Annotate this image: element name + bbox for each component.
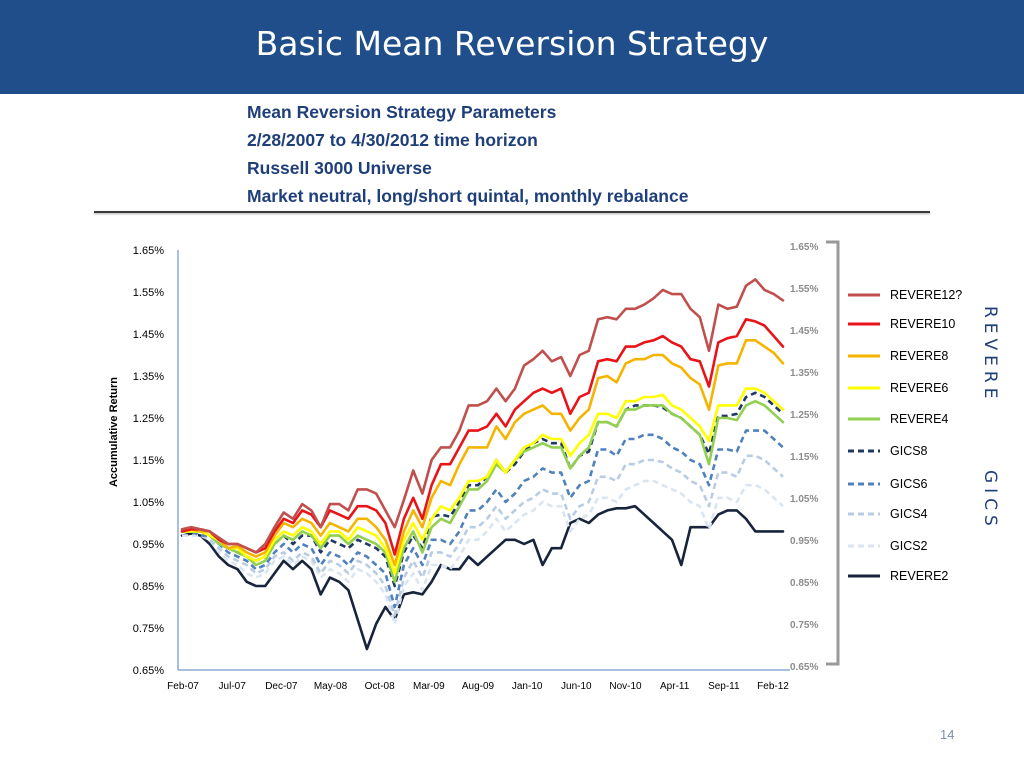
y-tick-label: 1.65% [133, 245, 164, 257]
y-axis-title: Accumulative Return [108, 377, 120, 487]
x-tick-label: May-08 [314, 681, 348, 692]
series-line-revere6 [180, 387, 785, 575]
y-tick-label: 1.05% [133, 497, 164, 509]
x-tick-label: Aug-09 [462, 681, 495, 692]
series-line-gics2 [182, 479, 784, 626]
y-tick-label: 0.85% [133, 581, 164, 593]
right-axis-tick-label: 1.65% [790, 242, 818, 253]
series-line-revere8 [180, 338, 785, 567]
param-line-1: Mean Reversion Strategy Parameters [247, 102, 557, 122]
param-line-3: Russell 3000 Universe [247, 158, 432, 178]
right-axis-bracket [826, 240, 840, 666]
y-tick-label: 0.65% [133, 665, 164, 677]
divider-rule [94, 211, 930, 213]
slide-title: Basic Mean Reversion Strategy [255, 24, 769, 63]
x-tick-label: Sep-11 [708, 681, 740, 692]
right-axis-tick-label: 1.35% [790, 368, 818, 379]
title-bar [0, 0, 1024, 94]
side-label-revere: REVERE [980, 306, 1000, 404]
series-line-revere4 [180, 399, 785, 584]
x-tick-label: Jun-10 [561, 681, 592, 692]
x-tick-label: Jan-10 [512, 681, 543, 692]
right-axis-tick-label: 0.95% [790, 536, 818, 547]
series-line-gics4 [182, 454, 784, 617]
right-axis-tick-label: 1.45% [790, 326, 818, 337]
x-tick-label: Feb-12 [757, 681, 789, 692]
page-number: 14 [940, 727, 955, 742]
x-tick-label: Mar-09 [413, 681, 445, 692]
legend-label: GICS2 [890, 539, 928, 553]
legend-label: REVERE8 [890, 349, 948, 363]
x-tick-label: Jul-07 [219, 681, 247, 692]
right-axis-tick-label: 1.05% [790, 494, 818, 505]
side-label-gics: GICS [980, 470, 1000, 531]
y-tick-label: 0.95% [133, 539, 164, 551]
y-tick-label: 1.55% [133, 287, 164, 299]
y-tick-label: 1.45% [133, 329, 164, 341]
right-axis-tick-label: 1.55% [790, 284, 818, 295]
legend-label: GICS4 [890, 507, 928, 521]
y-tick-label: 1.35% [133, 371, 164, 383]
param-line-2: 2/28/2007 to 4/30/2012 time horizon [247, 130, 538, 150]
series-line-revere10 [180, 317, 785, 556]
y-tick-label: 1.25% [133, 413, 164, 425]
right-axis-tick-label: 0.75% [790, 620, 818, 631]
right-axis-tick-label: 0.65% [790, 662, 818, 673]
right-axis-tick-label: 0.85% [790, 578, 818, 589]
right-axis-tick-label: 1.15% [790, 452, 818, 463]
legend-label: REVERE4 [890, 412, 948, 426]
x-tick-label: Oct-08 [365, 681, 395, 692]
legend-label: GICS8 [890, 444, 928, 458]
y-tick-label: 1.15% [133, 455, 164, 467]
series-line-revere12 [180, 278, 785, 554]
legend-label: GICS6 [890, 477, 928, 491]
y-tick-label: 0.75% [133, 623, 164, 635]
x-tick-label: Nov-10 [609, 681, 642, 692]
x-tick-label: Apr-11 [660, 681, 690, 692]
series-line-gics6 [182, 429, 784, 609]
legend-label: REVERE2 [890, 569, 948, 583]
legend-label: REVERE10 [890, 317, 955, 331]
series-line-revere2 [180, 504, 785, 651]
legend-label: REVERE6 [890, 381, 948, 395]
x-tick-label: Feb-07 [167, 681, 199, 692]
x-tick-label: Dec-07 [265, 681, 298, 692]
strategy-parameters: Mean Reversion Strategy Parameters 2/28/… [247, 98, 688, 210]
right-axis-tick-label: 1.25% [790, 410, 818, 421]
legend-label: REVERE12? [890, 288, 962, 302]
param-line-4: Market neutral, long/short quintal, mont… [247, 186, 689, 206]
